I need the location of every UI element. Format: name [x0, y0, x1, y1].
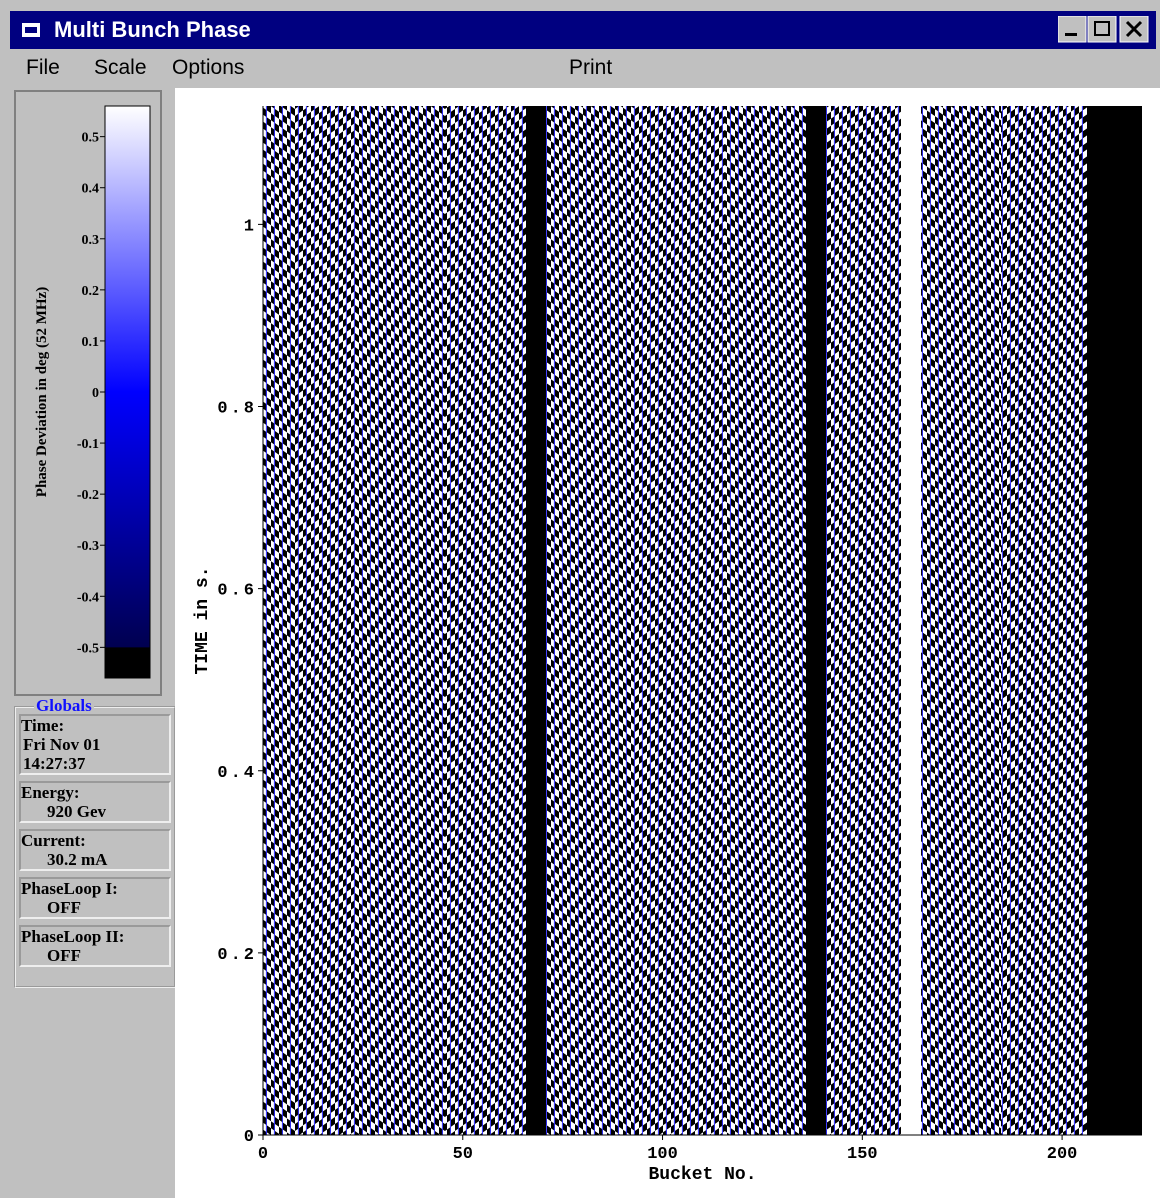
colorbar-frame: 0.5 0.4 0.3 0.2 0.1 0 -0.1 -0.2 -0.3 -0.4 -0.5 Phas…: [14, 90, 162, 696]
menu-item[interactable]: File: [26, 56, 60, 80]
global-value: 30.2 mA: [21, 850, 169, 869]
colorbar-tick-label: 0.3: [82, 233, 100, 248]
title-bar: Multi Bunch Phase: [10, 11, 1156, 49]
colorbar-tick-label: 0.1: [82, 335, 100, 350]
global-item: Energy:920 Gev: [19, 781, 171, 823]
y-tick-label: 0.6: [217, 582, 257, 601]
y-tick-label: 0.8: [217, 400, 257, 419]
global-item: Current:30.2 mA: [19, 829, 171, 871]
y-tick-label: 0: [244, 1128, 257, 1147]
menu-item[interactable]: Scale: [94, 56, 147, 80]
app-icon: [20, 19, 50, 43]
x-axis-label: Bucket No.: [648, 1165, 756, 1185]
window-buttons[interactable]: [1058, 16, 1150, 44]
heatmap-gap: [1087, 106, 1142, 1135]
chart: 0 50 100 150 200 0 0.2 0.4 0.6 0.8 1 Bucket No. TIME…: [175, 88, 1160, 1198]
x-tick-label: 150: [847, 1145, 878, 1164]
heatmap-gap: [806, 106, 826, 1135]
colorbar-tick-label: -0.2: [77, 488, 99, 503]
menu-item[interactable]: Print: [569, 56, 612, 80]
global-label: Time:: [21, 716, 169, 735]
colorbar-tick-label: -0.1: [77, 437, 99, 452]
x-tick-label: 200: [1047, 1145, 1078, 1164]
colorbar-tick-label: 0: [92, 386, 99, 401]
colorbar-tick-label: 0.2: [82, 284, 100, 299]
x-tick-label: 0: [258, 1145, 268, 1164]
heatmap-texture: [825, 106, 901, 1135]
heatmap-texture: [635, 106, 725, 1135]
heatmap-gap: [526, 106, 546, 1135]
heatmap-texture: [295, 106, 355, 1135]
y-tick-label: 0.2: [217, 946, 257, 965]
global-label: Energy:: [21, 783, 169, 802]
global-label: Current:: [21, 831, 169, 850]
colorbar-label: Phase Deviation in deg (52 MHz): [34, 287, 50, 497]
global-label: PhaseLoop I:: [21, 879, 169, 898]
group-title: Globals: [34, 696, 94, 716]
window-title: Multi Bunch Phase: [54, 17, 251, 43]
global-value: 14:27:37: [21, 754, 169, 773]
heatmap-texture: [263, 106, 295, 1135]
y-axis-label: TIME in s.: [193, 566, 213, 674]
heatmap-texture: [445, 106, 527, 1135]
x-tick-label: 100: [647, 1145, 678, 1164]
colorbar-tick-label: 0.5: [82, 131, 100, 146]
colorbar-gradient: [105, 106, 150, 678]
colorbar-tick-label: -0.4: [77, 590, 99, 605]
x-tick-label: 50: [453, 1145, 473, 1164]
colorbar-tick-label: -0.3: [77, 539, 99, 554]
window: Multi Bunch Phase File Scale Options Pri…: [0, 0, 1160, 1198]
global-value: OFF: [21, 898, 169, 917]
heatmap-texture: [1001, 106, 1087, 1135]
global-value: 920 Gev: [21, 802, 169, 821]
global-item: PhaseLoop I:OFF: [19, 877, 171, 919]
colorbar: 0.5 0.4 0.3 0.2 0.1 0 -0.1 -0.2 -0.3 -0.4 -0.5 Phas…: [16, 92, 160, 694]
y-tick-label: 1: [244, 217, 257, 236]
global-value: Fri Nov 01: [21, 735, 169, 754]
global-label: PhaseLoop II:: [21, 927, 169, 946]
heatmap-texture: [355, 106, 445, 1135]
colorbar-tick-label: 0.4: [82, 182, 100, 197]
heatmap-texture: [545, 106, 635, 1135]
y-tick-label: 0.4: [217, 764, 257, 783]
global-item: PhaseLoop II:OFF: [19, 925, 171, 967]
menu-item[interactable]: Options: [172, 56, 244, 80]
heatmap-texture: [921, 106, 1001, 1135]
global-value: OFF: [21, 946, 169, 965]
colorbar-tick-label: -0.5: [77, 641, 99, 656]
